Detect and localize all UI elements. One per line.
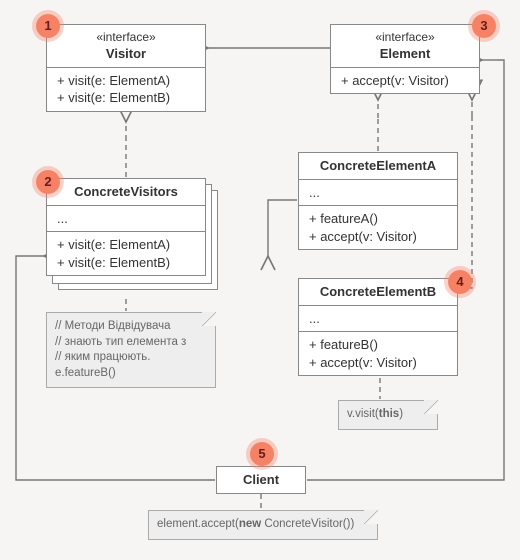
operation: + accept(v: Visitor) (309, 228, 447, 246)
class-name: ConcreteVisitors (47, 179, 205, 206)
diagram-canvas: «interface» Visitor + visit(e: ElementA)… (0, 0, 520, 560)
class-name: ConcreteElementA (299, 153, 457, 180)
uml-attributes: ... (47, 206, 205, 233)
note-fold-icon (364, 510, 378, 524)
note-fold-icon (424, 400, 438, 414)
operation: + visit(e: ElementB) (57, 89, 195, 107)
callout-badge-1: 1 (36, 14, 60, 38)
uml-operations: + visit(e: ElementA) + visit(e: ElementB… (47, 68, 205, 111)
operation: + visit(e: ElementB) (57, 254, 195, 272)
operation: + featureA() (309, 210, 447, 228)
uml-visitor-interface: «interface» Visitor + visit(e: ElementA)… (46, 24, 206, 112)
callout-badge-3: 3 (472, 14, 496, 38)
note-element-accept: v.visit(this) (338, 400, 438, 430)
note-line: element.accept(new ConcreteVisitor()) (157, 518, 354, 530)
uml-title: «interface» Visitor (47, 25, 205, 68)
uml-operations: + accept(v: Visitor) (331, 68, 479, 94)
uml-attributes: ... (299, 306, 457, 333)
operation: + visit(e: ElementA) (57, 236, 195, 254)
class-name: Visitor (57, 45, 195, 63)
uml-operations: + featureB() + accept(v: Visitor) (299, 332, 457, 375)
note-line: // знають тип елемента з (55, 335, 207, 351)
note-line: // яким працюють. (55, 350, 207, 366)
note-visitor-methods: // Методи Відвідувача // знають тип елем… (46, 312, 216, 388)
callout-badge-2: 2 (36, 170, 60, 194)
operation: + accept(v: Visitor) (341, 72, 469, 90)
uml-operations: + visit(e: ElementA) + visit(e: ElementB… (47, 232, 205, 275)
note-line: e.featureB() (55, 366, 207, 382)
class-name: Client (217, 467, 305, 493)
class-name: Element (341, 45, 469, 63)
class-name: ConcreteElementB (299, 279, 457, 306)
note-line: v.visit(this) (347, 408, 403, 420)
note-line: // Методи Відвідувача (55, 319, 207, 335)
uml-element-interface: «interface» Element + accept(v: Visitor) (330, 24, 480, 94)
uml-title: «interface» Element (331, 25, 479, 68)
uml-attributes: ... (299, 180, 457, 207)
callout-badge-4: 4 (448, 270, 472, 294)
callout-badge-5: 5 (250, 442, 274, 466)
operation: + accept(v: Visitor) (309, 354, 447, 372)
uml-concrete-visitors: ConcreteVisitors ... + visit(e: ElementA… (46, 178, 206, 276)
stereotype: «interface» (57, 29, 195, 45)
note-client-call: element.accept(new ConcreteVisitor()) (148, 510, 378, 540)
operation: + visit(e: ElementA) (57, 72, 195, 90)
stereotype: «interface» (341, 29, 469, 45)
operation: + featureB() (309, 336, 447, 354)
uml-client: Client (216, 466, 306, 494)
uml-concrete-element-a: ConcreteElementA ... + featureA() + acce… (298, 152, 458, 250)
note-fold-icon (202, 312, 216, 326)
uml-concrete-element-b: ConcreteElementB ... + featureB() + acce… (298, 278, 458, 376)
uml-operations: + featureA() + accept(v: Visitor) (299, 206, 457, 249)
